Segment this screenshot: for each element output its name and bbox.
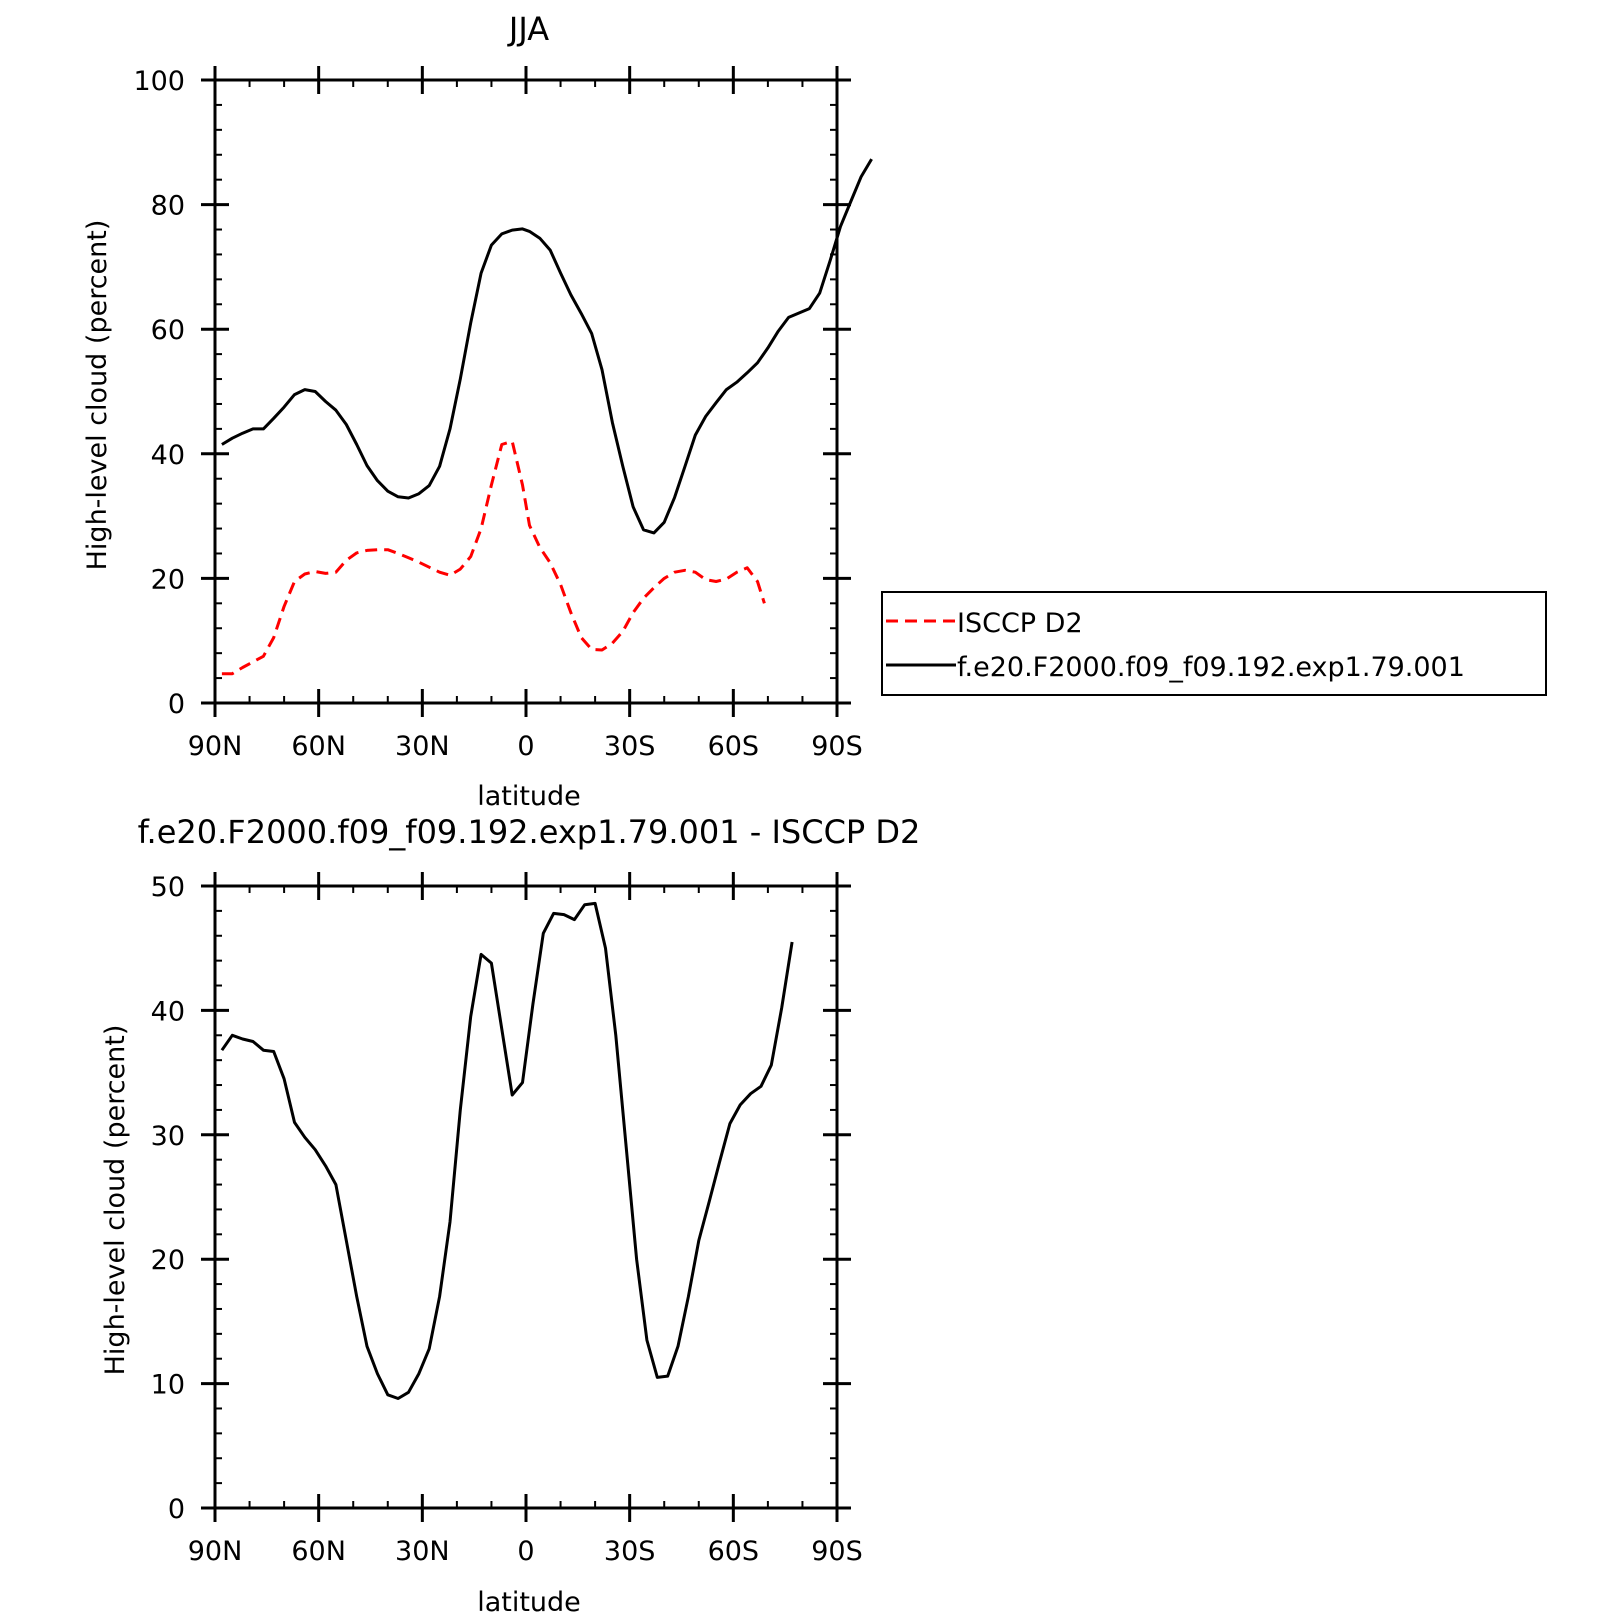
x-tick-label: 30N (395, 1536, 450, 1567)
legend: ISCCP D2 f.e20.F2000.f09_f09.192.exp1.79… (881, 591, 1547, 696)
y-tick-label: 0 (168, 689, 185, 720)
x-tick-label: 0 (517, 731, 534, 762)
chart-jja: JJA 90N 60N 30N 0 30S 60S 90S 0 20 40 60 80 100 lati… (82, 10, 873, 812)
x-tick-label: 90N (188, 1536, 243, 1567)
y-tick-label: 10 (151, 1370, 185, 1401)
series-line-0 (221, 439, 766, 676)
x-tick-label: 30S (604, 1536, 656, 1567)
x-tick-label: 90S (811, 731, 863, 762)
y-tick-label: 100 (133, 66, 185, 97)
series-line-0 (220, 901, 794, 1400)
x-tick-label: 60S (708, 1536, 760, 1567)
y-tick-label: 40 (151, 996, 185, 1027)
y-axis-title: High-level cloud (percent) (82, 220, 113, 571)
y-tick-label: 20 (151, 1245, 185, 1276)
y-tick-label: 40 (151, 440, 185, 471)
x-tick-label: 60S (708, 731, 760, 762)
chart-title: JJA (507, 10, 549, 48)
y-tick-label: 20 (151, 564, 185, 595)
chart-title: f.e20.F2000.f09_f09.192.exp1.79.001 - IS… (138, 813, 921, 851)
x-axis-title: latitude (477, 1587, 581, 1618)
y-axis-title: High-level cloud (percent) (100, 1025, 131, 1376)
x-tick-label: 0 (517, 1536, 534, 1567)
x-tick-label: 90S (811, 1536, 863, 1567)
y-tick-label: 80 (151, 191, 185, 222)
x-tick-label: 30S (604, 731, 656, 762)
plot-axes: 90N 60N 30N 0 30S 60S 90S 0 10 20 30 40 50 (151, 872, 863, 1567)
y-tick-label: 30 (151, 1121, 185, 1152)
plot-axes: 90N 60N 30N 0 30S 60S 90S 0 20 40 60 80 100 (133, 66, 863, 762)
series-layer (221, 158, 873, 676)
x-tick-label: 60N (291, 1536, 346, 1567)
legend-label-model: f.e20.F2000.f09_f09.192.exp1.79.001 (957, 652, 1465, 683)
x-tick-label: 60N (291, 731, 346, 762)
plot-frame (213, 884, 839, 1510)
legend-label-isccp: ISCCP D2 (957, 608, 1083, 639)
legend-box (881, 591, 1547, 696)
series-line-1 (221, 158, 873, 535)
x-axis-title: latitude (477, 781, 581, 812)
series-layer (220, 901, 794, 1400)
y-tick-label: 60 (151, 315, 185, 346)
chart-difference: f.e20.F2000.f09_f09.192.exp1.79.001 - IS… (100, 813, 920, 1618)
x-tick-label: 30N (395, 731, 450, 762)
y-tick-label: 0 (168, 1494, 185, 1525)
x-tick-label: 90N (188, 731, 243, 762)
y-tick-label: 50 (151, 872, 185, 903)
